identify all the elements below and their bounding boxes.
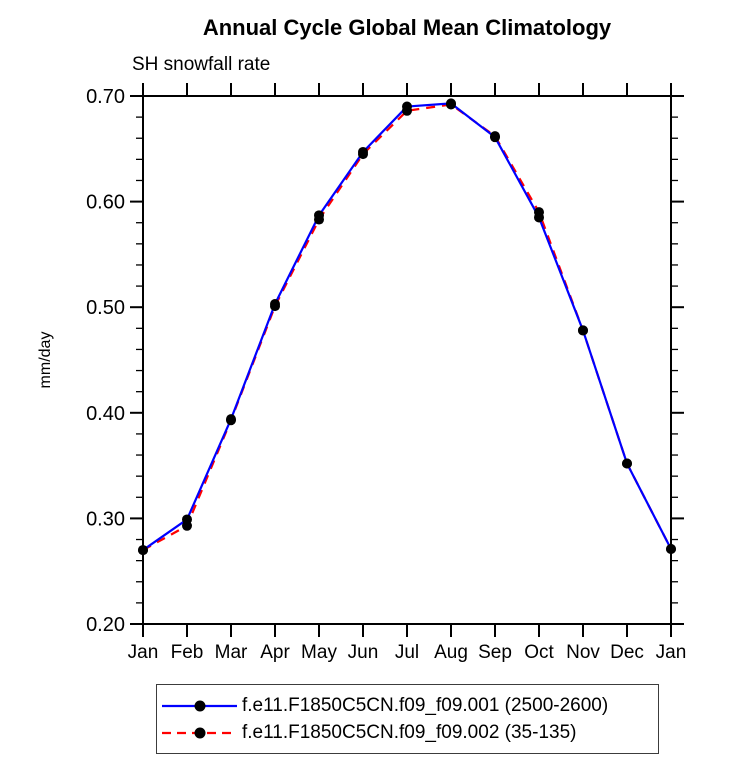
x-tick-label: Jan — [656, 642, 687, 663]
data-point-marker — [578, 325, 588, 336]
data-point-marker — [446, 99, 456, 110]
legend-line-sample-solid — [162, 700, 237, 711]
x-tick-label: May — [301, 642, 337, 663]
legend-label: f.e11.F1850C5CN.f09_f09.001 (2500-2600) — [242, 694, 609, 716]
x-tick-label: Feb — [171, 642, 204, 663]
y-tick-label: 0.40 — [86, 403, 125, 425]
y-tick-label: 0.50 — [86, 297, 125, 319]
x-tick-label: Aug — [434, 642, 468, 663]
data-point-marker — [358, 149, 368, 160]
data-point-marker — [182, 520, 192, 531]
data-point-marker — [270, 301, 280, 312]
x-tick-label: Jul — [395, 642, 419, 663]
y-axis-label: mm/day — [37, 332, 54, 389]
y-tick-label: 0.20 — [86, 614, 125, 636]
data-point-marker — [534, 207, 544, 218]
legend-sample-marker — [194, 700, 206, 711]
chart-title: Annual Cycle Global Mean Climatology — [202, 15, 612, 40]
legend-item: f.e11.F1850C5CN.f09_f09.001 (2500-2600) — [160, 695, 658, 717]
y-tick-label: 0.30 — [86, 508, 125, 530]
chart-subtitle: SH snowfall rate — [132, 54, 271, 75]
series-line-dashed — [142, 103, 672, 552]
data-point-marker — [622, 458, 632, 469]
x-tick-label: Oct — [524, 642, 554, 663]
x-tick-label: Nov — [566, 642, 600, 663]
x-tick-label: Apr — [260, 642, 290, 663]
x-tick-label: Mar — [215, 642, 248, 663]
x-tick-label: Jan — [128, 642, 159, 663]
data-point-marker — [402, 105, 412, 116]
x-tick-label: Sep — [478, 642, 512, 663]
legend-item: f.e11.F1850C5CN.f09_f09.002 (35-135) — [160, 722, 658, 744]
data-point-marker — [490, 131, 500, 142]
data-point-marker — [226, 415, 236, 426]
x-tick-label: Dec — [610, 642, 644, 663]
y-tick-label: 0.60 — [86, 192, 125, 214]
legend-label: f.e11.F1850C5CN.f09_f09.002 (35-135) — [242, 721, 577, 743]
data-point-marker — [314, 214, 324, 225]
data-point-marker — [138, 545, 148, 556]
legend-line-sample-dashed — [162, 727, 237, 738]
y-tick-label: 0.70 — [86, 86, 125, 108]
axes-layer: Jan Feb Mar Apr May Jun Jul Aug Sep Oct Nov Dec Jan0… — [86, 83, 686, 663]
legend-sample-marker — [194, 727, 206, 738]
legend: f.e11.F1850C5CN.f09_f09.001 (2500-2600) … — [156, 684, 659, 754]
x-tick-label: Jun — [348, 642, 379, 663]
series-line-solid — [142, 102, 672, 551]
data-point-marker — [666, 544, 676, 555]
series-layer — [138, 98, 676, 556]
